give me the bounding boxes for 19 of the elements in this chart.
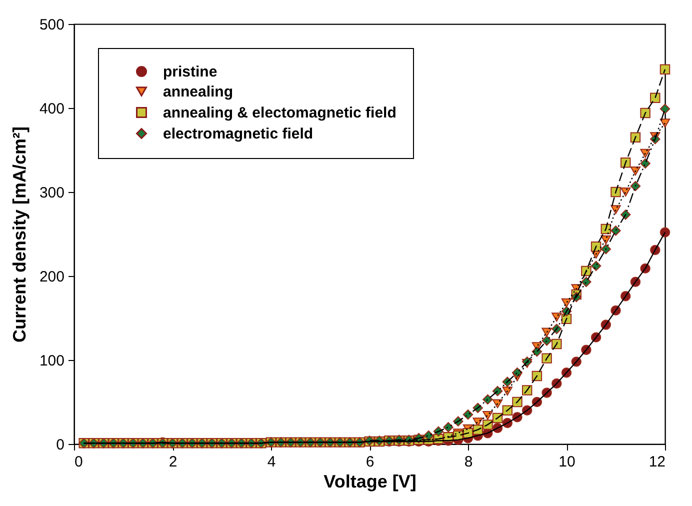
- y-tick-label: 500: [39, 16, 64, 34]
- x-tick-label: 4: [267, 454, 276, 470]
- y-tick-label: 400: [39, 100, 64, 118]
- y-axis-title: Current density [mA/cm²]: [9, 126, 30, 343]
- x-tick-label: 10: [558, 454, 576, 470]
- y-tick-label: 0: [56, 436, 64, 454]
- legend-label: electromagnetic field: [163, 126, 314, 142]
- x-axis-title: Voltage [V]: [324, 472, 416, 492]
- x-tick-label: 6: [366, 454, 374, 470]
- y-tick-label: 200: [39, 268, 64, 286]
- legend-label: annealing: [163, 84, 234, 100]
- y-tick-label: 100: [39, 352, 64, 370]
- x-tick-label: 8: [464, 454, 473, 470]
- y-tick-label: 300: [39, 184, 64, 202]
- legend-label: pristine: [163, 64, 218, 80]
- x-tick-label: 0: [74, 454, 83, 470]
- legend-label: annealing & electomagnetic field: [163, 104, 396, 122]
- x-tick-label: 2: [168, 454, 178, 470]
- x-tick-label: 12: [648, 454, 666, 470]
